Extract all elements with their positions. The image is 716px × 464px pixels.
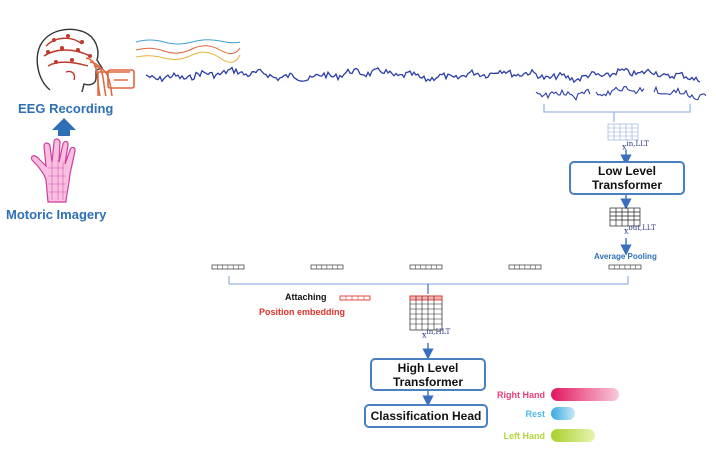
eeg-segment-3 — [653, 85, 707, 101]
input-matrix-hlt — [409, 295, 443, 331]
token-bracket — [228, 276, 629, 285]
eeg-mini-traces — [135, 39, 241, 63]
pooled-token-4 — [508, 264, 542, 270]
eeg-head-icon — [36, 28, 104, 93]
left-hand-label: Left Hand — [503, 431, 546, 441]
eeg-recording-label: EEG Recording — [18, 101, 114, 116]
average-pooling-label: Average Pooling — [594, 252, 657, 261]
motoric-imagery-label: Motoric Imagery — [6, 207, 107, 222]
eeg-amplifier-icon — [85, 57, 135, 97]
eeg-signal-trace — [145, 66, 701, 84]
rest-label: Rest — [525, 409, 545, 419]
attaching-label: Attaching — [285, 292, 327, 302]
up-arrow-icon — [52, 118, 76, 136]
input-matrix-llt — [607, 123, 639, 141]
low-level-transformer-block: Low Level Transformer — [569, 161, 685, 195]
position-embedding-label: Position embedding — [259, 307, 346, 317]
right-hand-label: Right Hand — [497, 390, 545, 400]
pooled-token-row — [211, 264, 642, 270]
rest-pill — [551, 407, 575, 420]
eeg-segment-2 — [595, 86, 645, 97]
classification-head-block: Classification Head — [364, 404, 488, 428]
x-in-llt-label: xin,LLT — [622, 140, 649, 152]
output-matrix-llt — [609, 207, 641, 227]
eeg-segment-1 — [535, 88, 591, 101]
x-out-llt-label: xout,LLT — [624, 224, 656, 236]
left-hand-pill — [551, 429, 595, 442]
right-hand-pill — [551, 388, 619, 401]
segment-brace — [543, 104, 691, 122]
hand-icon — [30, 138, 76, 203]
pooled-token-1 — [211, 264, 245, 270]
position-embedding-token — [339, 295, 371, 301]
x-in-hlt-label: xin,HLT — [422, 328, 451, 340]
high-level-transformer-block: High Level Transformer — [370, 358, 486, 391]
pooled-token-3 — [409, 264, 443, 270]
pooled-token-2 — [310, 264, 344, 270]
pooled-token-5 — [608, 264, 642, 270]
